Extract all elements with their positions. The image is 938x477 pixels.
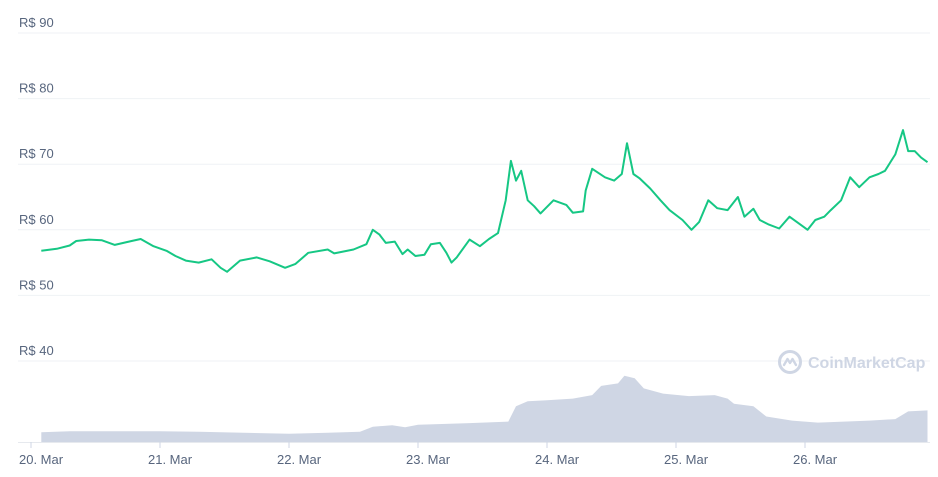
volume-layer <box>41 375 928 442</box>
x-tick-label: 25. Mar <box>664 452 709 467</box>
x-tick-label: 20. Mar <box>19 452 64 467</box>
coinmarketcap-logo-icon <box>778 350 802 374</box>
y-axis: R$ 40 R$ 50 R$ 60 R$ 70 R$ 80 R$ 90 <box>19 15 54 358</box>
watermark: CoinMarketCap <box>778 350 926 374</box>
watermark-text: CoinMarketCap <box>808 355 926 372</box>
volume-area <box>41 375 928 442</box>
x-tick-label: 23. Mar <box>406 452 451 467</box>
x-tick-label: 22. Mar <box>277 452 322 467</box>
y-tick-label: R$ 60 <box>19 212 54 227</box>
x-tick-label: 21. Mar <box>148 452 193 467</box>
y-tick-label: R$ 90 <box>19 15 54 30</box>
price-line <box>41 129 929 273</box>
grid-layer <box>18 32 930 362</box>
y-tick-label: R$ 40 <box>19 343 54 358</box>
y-tick-label: R$ 70 <box>19 146 54 161</box>
x-axis: 20. Mar 21. Mar 22. Mar 23. Mar 24. Mar 25. M… <box>18 442 930 467</box>
y-tick-label: R$ 80 <box>19 81 54 96</box>
y-tick-label: R$ 50 <box>19 277 54 292</box>
x-tick-label: 26. Mar <box>793 452 838 467</box>
price-line-layer <box>41 129 929 273</box>
x-tick-label: 24. Mar <box>535 452 580 467</box>
